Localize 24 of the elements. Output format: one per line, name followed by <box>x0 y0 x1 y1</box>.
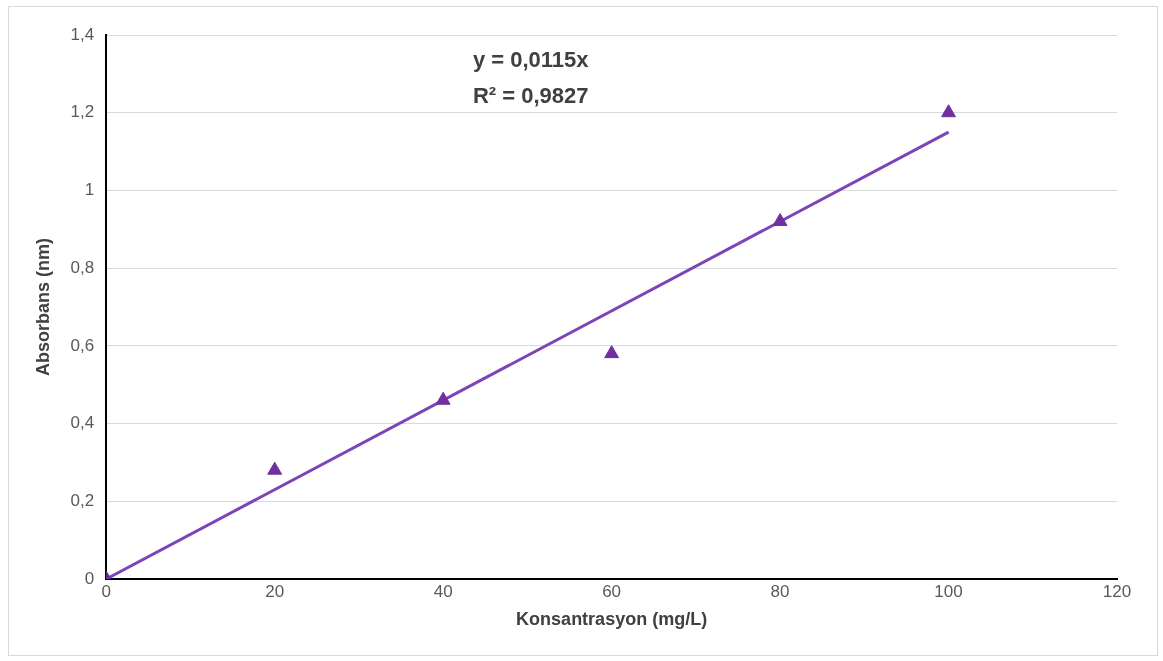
x-tick-label: 80 <box>770 581 790 601</box>
x-tick-label: 60 <box>602 581 622 601</box>
x-tick-label: 20 <box>265 581 285 601</box>
y-tick-label: 1,2 <box>70 102 95 122</box>
y-tick-label: 1 <box>84 180 95 200</box>
x-axis-title: Konsantrasyon (mg/L) <box>516 609 708 630</box>
point <box>772 213 788 227</box>
point <box>941 104 956 118</box>
y-tick-label: 1,4 <box>70 24 95 44</box>
point <box>435 391 451 405</box>
y-tick-label: 0,8 <box>70 257 95 277</box>
y-tick-label: 0,6 <box>70 335 95 355</box>
y-axis-title: Absorbans (nm) <box>32 237 53 377</box>
x-tick-label: 120 <box>1102 581 1132 601</box>
annotation: y = 0,0115x <box>472 47 590 73</box>
x-tick-label: 40 <box>433 581 453 601</box>
annotation: R² = 0,9827 <box>472 83 589 109</box>
x-tick-label: 100 <box>934 581 963 601</box>
x-tick-label: 0 <box>101 581 111 601</box>
y-tick-label: 0 <box>84 568 95 588</box>
y-tick-label: 0,2 <box>70 490 95 510</box>
point <box>604 345 620 359</box>
point <box>267 461 283 475</box>
y-tick-label: 0,4 <box>70 413 95 433</box>
